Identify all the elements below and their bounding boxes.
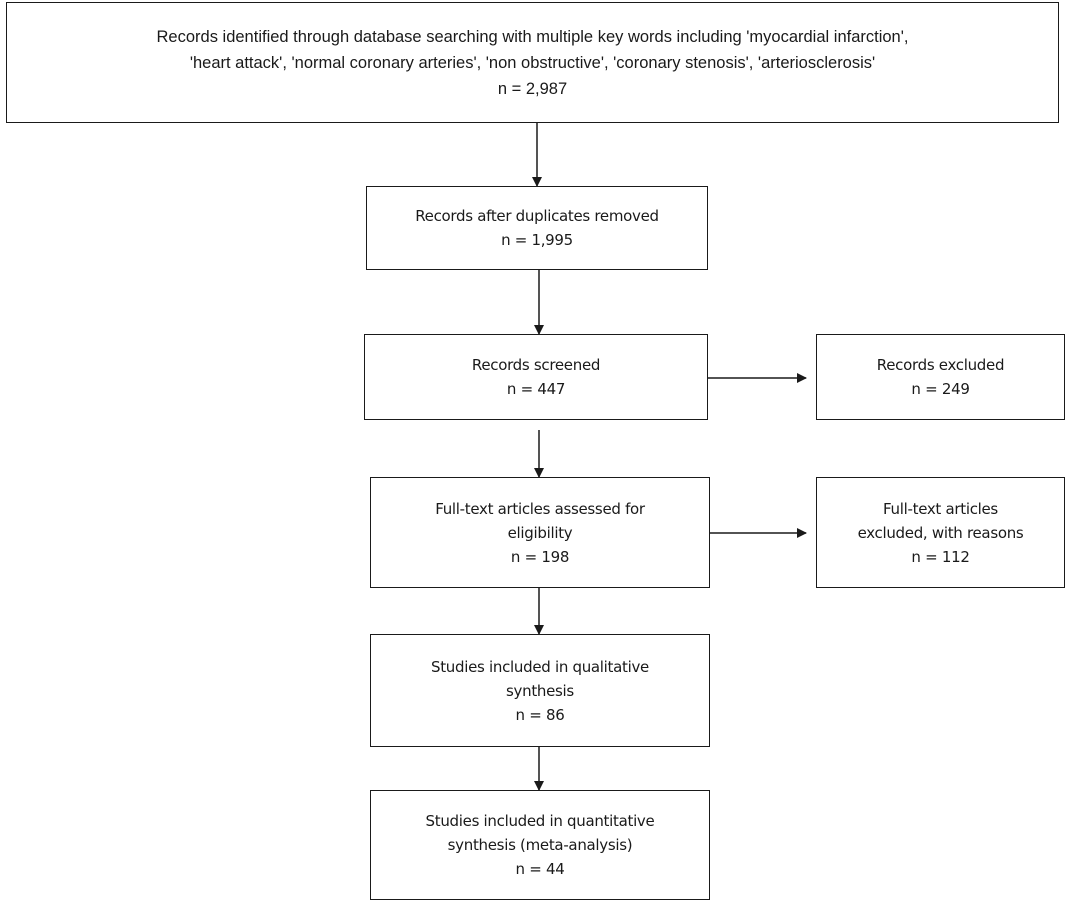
records-excluded-label: Records excluded [876,356,1005,374]
qualitative-synthesis-line2: synthesis [506,681,574,700]
quantitative-synthesis-count: n = 44 [515,860,565,878]
records-screened-box: Records screened n = 447 [364,334,708,420]
fulltext-assessed-line2: eligibility [507,523,573,542]
records-excluded-count: n = 249 [911,380,970,398]
fulltext-excluded-line1: Full-text articles [883,499,998,518]
records-identified-line1: Records identified through database sear… [156,27,909,46]
records-identified-line2: 'heart attack', 'normal coronary arterie… [189,53,876,72]
fulltext-excluded-count: n = 112 [911,547,970,566]
qualitative-synthesis-line1: Studies included in qualitative [431,657,649,676]
records-screened-label: Records screened [471,356,601,374]
fulltext-excluded-box: Full-text articles excluded, with reason… [816,477,1065,588]
records-screened-count: n = 447 [506,380,566,398]
records-excluded-box: Records excluded n = 249 [816,334,1065,420]
duplicates-removed-count: n = 1,995 [501,231,573,249]
qualitative-synthesis-count: n = 86 [515,705,565,724]
duplicates-removed-label: Records after duplicates removed [415,207,659,225]
quantitative-synthesis-box: Studies included in quantitative synthes… [370,790,710,900]
duplicates-removed-box: Records after duplicates removed n = 1,9… [366,186,708,270]
records-identified-count: n = 2,987 [497,79,568,98]
qualitative-synthesis-box: Studies included in qualitative synthesi… [370,634,710,747]
fulltext-excluded-line2: excluded, with reasons [857,523,1024,542]
fulltext-assessed-count: n = 198 [510,547,570,566]
quantitative-synthesis-line2: synthesis (meta-analysis) [447,836,633,854]
records-identified-box: Records identified through database sear… [6,2,1059,123]
fulltext-assessed-box: Full-text articles assessed for eligibil… [370,477,710,588]
fulltext-assessed-line1: Full-text articles assessed for [435,499,645,518]
quantitative-synthesis-line1: Studies included in quantitative [425,812,655,830]
